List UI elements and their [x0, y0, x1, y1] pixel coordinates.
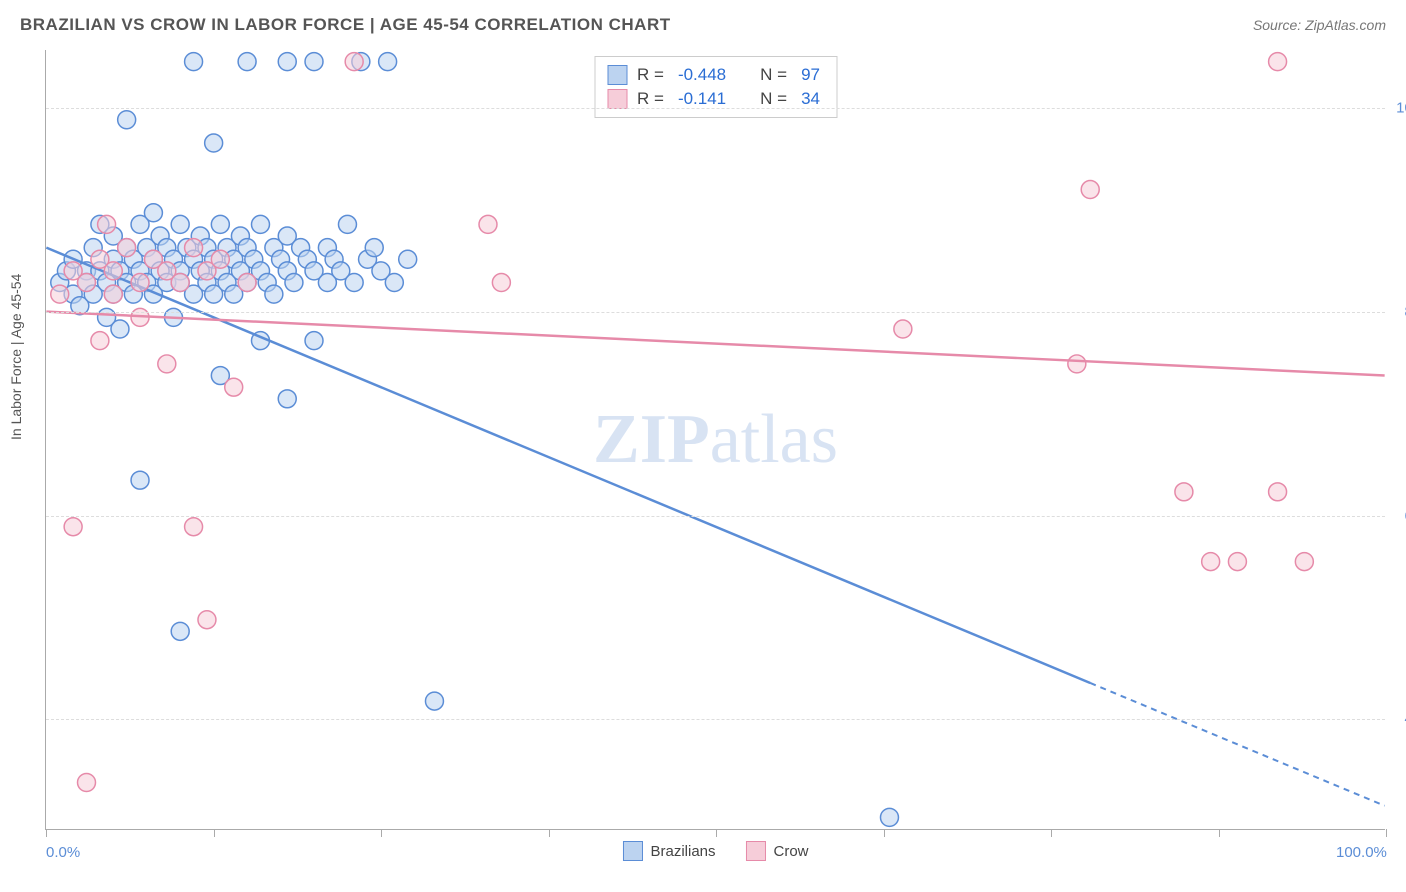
- scatter-point: [1269, 53, 1287, 71]
- scatter-point: [894, 320, 912, 338]
- scatter-point: [1175, 483, 1193, 501]
- scatter-point: [1269, 483, 1287, 501]
- chart-source: Source: ZipAtlas.com: [1253, 17, 1386, 33]
- legend-swatch: [607, 89, 627, 109]
- x-tick: [549, 829, 550, 837]
- legend-item: Crow: [746, 841, 809, 861]
- scatter-point: [51, 285, 69, 303]
- scatter-point: [104, 262, 122, 280]
- scatter-point: [118, 239, 136, 257]
- legend-item: Brazilians: [622, 841, 715, 861]
- scatter-point: [198, 611, 216, 629]
- gridline-h: [46, 108, 1385, 109]
- legend-swatch: [746, 841, 766, 861]
- x-tick-label: 0.0%: [46, 844, 80, 861]
- scatter-svg: [46, 50, 1385, 829]
- legend-swatch: [622, 841, 642, 861]
- scatter-point: [880, 808, 898, 826]
- stat-r-value: -0.141: [678, 89, 726, 109]
- scatter-point: [399, 250, 417, 268]
- scatter-point: [104, 285, 122, 303]
- scatter-point: [131, 471, 149, 489]
- scatter-point: [171, 274, 189, 292]
- stat-r-label: R =: [637, 65, 664, 85]
- scatter-point: [365, 239, 383, 257]
- scatter-point: [111, 320, 129, 338]
- scatter-point: [385, 274, 403, 292]
- scatter-point: [425, 692, 443, 710]
- stat-n-value: 97: [801, 65, 820, 85]
- scatter-point: [345, 53, 363, 71]
- x-tick: [884, 829, 885, 837]
- scatter-point: [211, 250, 229, 268]
- scatter-point: [338, 215, 356, 233]
- scatter-point: [285, 274, 303, 292]
- scatter-point: [479, 215, 497, 233]
- scatter-point: [278, 390, 296, 408]
- x-tick: [1219, 829, 1220, 837]
- scatter-point: [238, 274, 256, 292]
- scatter-point: [211, 215, 229, 233]
- scatter-point: [171, 622, 189, 640]
- scatter-point: [144, 204, 162, 222]
- stat-n-label: N =: [760, 65, 787, 85]
- legend-swatch: [607, 65, 627, 85]
- gridline-h: [46, 719, 1385, 720]
- scatter-point: [1202, 553, 1220, 571]
- y-axis-label: In Labor Force | Age 45-54: [8, 274, 24, 440]
- chart-title: BRAZILIAN VS CROW IN LABOR FORCE | AGE 4…: [20, 15, 671, 35]
- scatter-point: [64, 518, 82, 536]
- stat-n-label: N =: [760, 89, 787, 109]
- trend-line-dashed: [1090, 683, 1384, 806]
- scatter-point: [225, 378, 243, 396]
- scatter-point: [379, 53, 397, 71]
- x-tick: [1051, 829, 1052, 837]
- scatter-point: [78, 774, 96, 792]
- x-tick: [46, 829, 47, 837]
- legend-stat-row: R = -0.448 N = 97: [607, 63, 824, 87]
- y-tick-label: 100.0%: [1396, 100, 1406, 117]
- legend-label: Crow: [774, 843, 809, 860]
- scatter-point: [305, 332, 323, 350]
- scatter-point: [158, 355, 176, 373]
- scatter-point: [91, 332, 109, 350]
- scatter-point: [305, 53, 323, 71]
- scatter-point: [131, 274, 149, 292]
- legend-series: Brazilians Crow: [622, 841, 808, 861]
- legend-label: Brazilians: [650, 843, 715, 860]
- trend-line: [46, 312, 1384, 376]
- scatter-point: [1081, 181, 1099, 199]
- stat-n-value: 34: [801, 89, 820, 109]
- gridline-h: [46, 312, 1385, 313]
- scatter-point: [251, 215, 269, 233]
- scatter-point: [492, 274, 510, 292]
- scatter-point: [78, 274, 96, 292]
- scatter-point: [238, 53, 256, 71]
- scatter-point: [265, 285, 283, 303]
- gridline-h: [46, 516, 1385, 517]
- x-tick: [214, 829, 215, 837]
- scatter-point: [278, 53, 296, 71]
- stat-r-label: R =: [637, 89, 664, 109]
- scatter-point: [118, 111, 136, 129]
- x-tick: [1386, 829, 1387, 837]
- scatter-point: [1068, 355, 1086, 373]
- scatter-point: [185, 518, 203, 536]
- x-tick-label: 100.0%: [1336, 844, 1387, 861]
- scatter-point: [185, 239, 203, 257]
- x-tick: [716, 829, 717, 837]
- x-tick: [381, 829, 382, 837]
- scatter-point: [345, 274, 363, 292]
- stat-r-value: -0.448: [678, 65, 726, 85]
- scatter-point: [1295, 553, 1313, 571]
- chart-plot-area: ZIPatlas R = -0.448 N = 97 R = -0.141 N …: [45, 50, 1385, 830]
- scatter-point: [185, 53, 203, 71]
- scatter-point: [171, 215, 189, 233]
- scatter-point: [1228, 553, 1246, 571]
- scatter-point: [205, 134, 223, 152]
- scatter-point: [98, 215, 116, 233]
